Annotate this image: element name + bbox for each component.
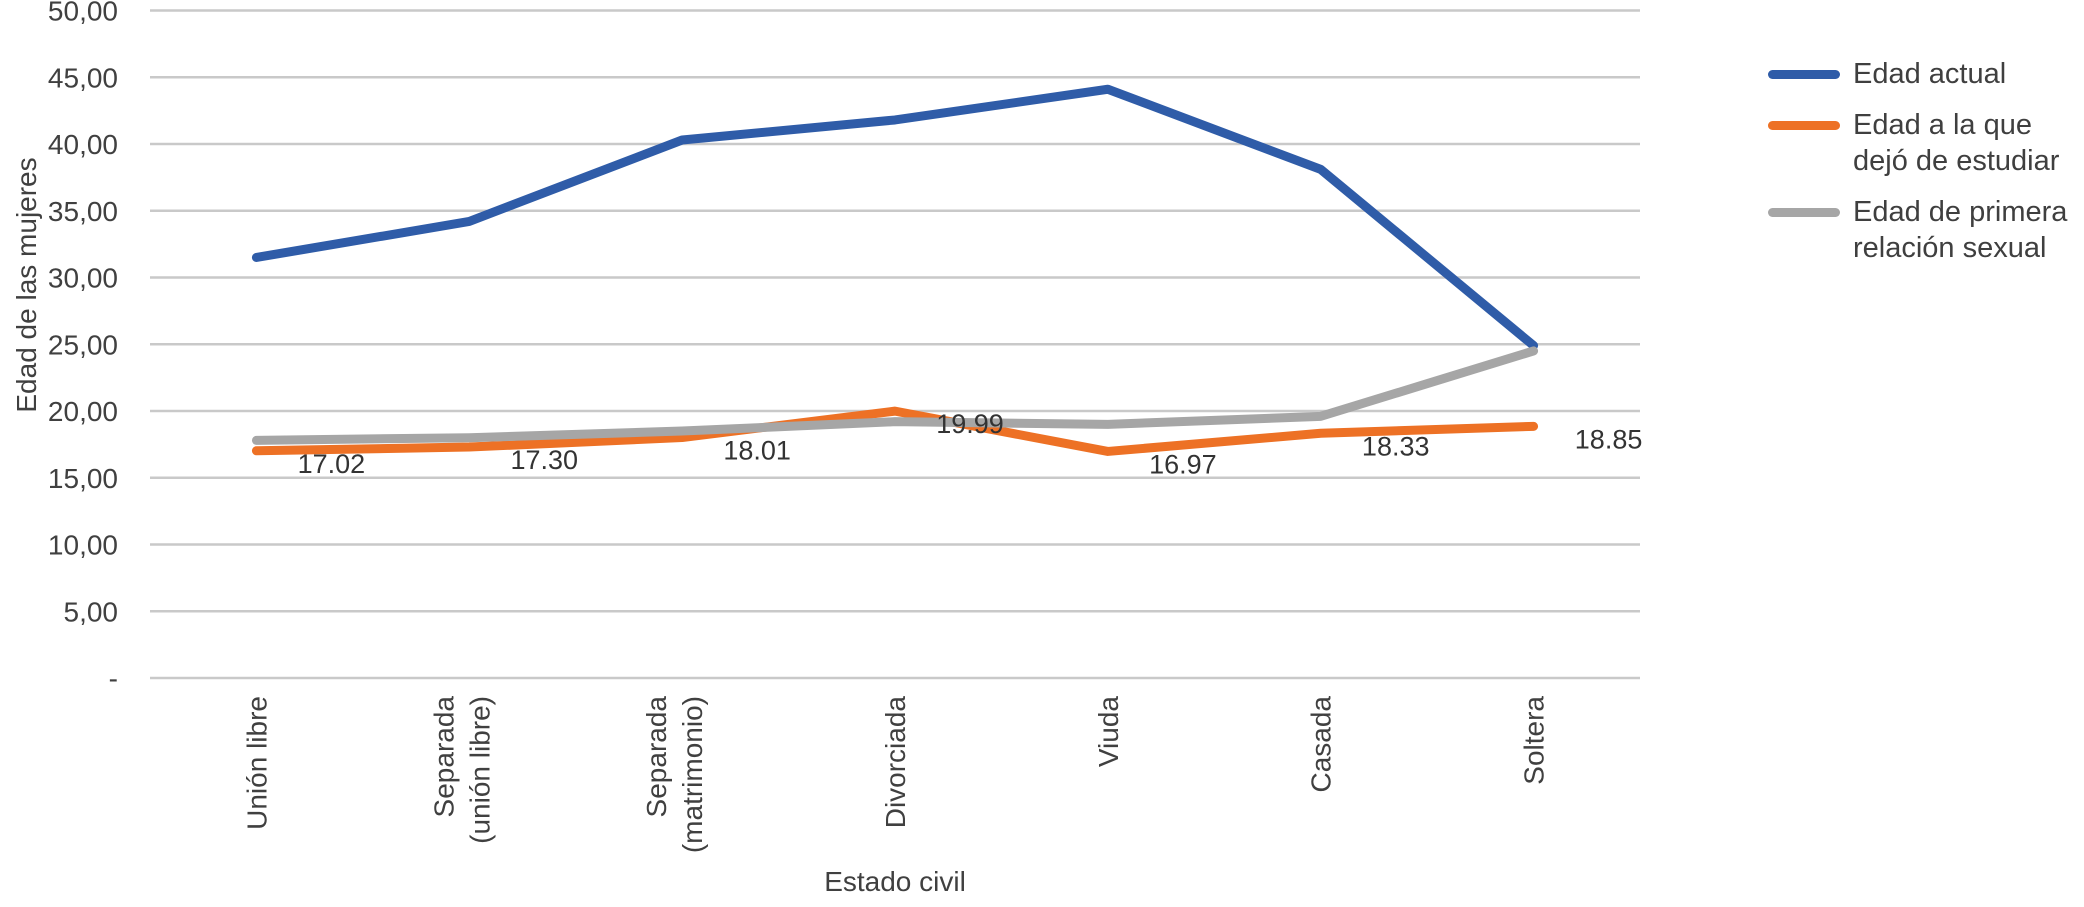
series-line-1: [251, 406, 1539, 456]
category-label: (matrimonio): [677, 696, 708, 853]
legend-swatch-edad-dejo-estudiar: [1768, 121, 1840, 130]
data-label: 17.30: [510, 445, 578, 475]
category-label: Unión libre: [241, 696, 272, 830]
category-label: Soltera: [1519, 696, 1550, 785]
legend-item-edad-dejo-estudiar: Edad a la que dejó de estudiar: [1768, 107, 2078, 179]
legend-swatch-primera-relacion: [1768, 208, 1840, 217]
y-tick-label: 10,00: [48, 530, 118, 561]
y-tick-label: 50,00: [48, 0, 118, 27]
data-label: 19.99: [936, 409, 1004, 439]
legend-item-primera-relacion: Edad de primera relación sexual: [1768, 194, 2078, 266]
y-tick-label: 40,00: [48, 129, 118, 160]
legend-label-edad-actual: Edad actual: [1853, 58, 2007, 90]
legend-label-edad-dejo-estudiar: Edad a la que dejó de estudiar: [1853, 109, 2060, 177]
y-tick-label: 5,00: [64, 596, 119, 627]
y-tick-label: 45,00: [48, 62, 118, 93]
y-tick-label: 35,00: [48, 196, 118, 227]
legend-item-edad-actual: Edad actual: [1768, 56, 2078, 92]
series-line-0: [251, 84, 1539, 351]
x-axis-title: Estado civil: [824, 866, 966, 897]
data-label: 16.97: [1149, 449, 1217, 479]
category-label: Casada: [1306, 696, 1337, 793]
y-tick-label: 20,00: [48, 396, 118, 427]
data-label: 18.01: [723, 436, 791, 466]
y-tick-label: -: [109, 663, 118, 694]
y-axis-title: Edad de las mujeres: [11, 157, 42, 412]
data-label: 17.02: [298, 449, 366, 479]
category-label: Separada: [428, 696, 459, 818]
data-label: 18.33: [1362, 431, 1430, 461]
category-label: (unión libre): [464, 696, 495, 844]
category-label: Separada: [641, 696, 672, 818]
data-label: 18.85: [1575, 424, 1643, 454]
category-label: Divorciada: [880, 696, 911, 829]
y-tick-label: 15,00: [48, 463, 118, 494]
y-tick-label: 25,00: [48, 329, 118, 360]
y-tick-label: 30,00: [48, 263, 118, 294]
legend-swatch-edad-actual: [1768, 70, 1840, 79]
series-line-2: [251, 346, 1539, 445]
category-label: Viuda: [1093, 696, 1124, 768]
legend-label-primera-relacion: Edad de primera relación sexual: [1853, 196, 2068, 264]
chart-legend: Edad actual Edad a la que dejó de estudi…: [1768, 56, 2078, 281]
